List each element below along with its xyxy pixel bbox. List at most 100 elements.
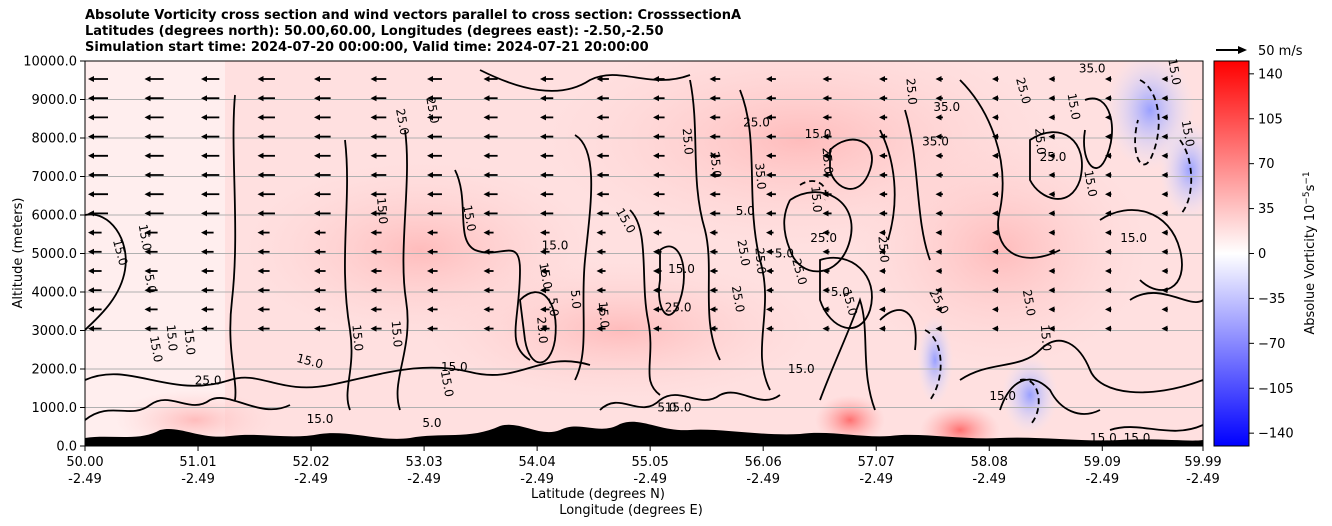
wind-vector-head — [88, 268, 94, 274]
x-axis-label-latitude: Latitude (degrees N) — [531, 487, 665, 502]
wind-vector-head — [1161, 248, 1168, 255]
wind-vector-head — [1105, 76, 1111, 82]
wind-vector-head — [201, 229, 207, 236]
vorticity-high-region — [850, 130, 1150, 370]
wind-vector-head — [992, 306, 998, 313]
contour-label: 15.0 — [840, 288, 860, 317]
wind-vector-head — [992, 76, 998, 82]
colorbar: 140 105 70 35 0 −35 −70 −105 −140 Absolue Vortic… — [1213, 60, 1318, 447]
wind-vector-head — [596, 133, 603, 140]
wind-vector-head — [1161, 229, 1168, 236]
colorbar-tick-label: −140 — [1258, 427, 1294, 442]
wind-vector-head — [427, 325, 433, 332]
contour-label: 15.0 — [596, 301, 612, 329]
contour-label: 15.0 — [349, 324, 365, 352]
contour-line — [344, 139, 353, 411]
quiver-key-label: 50 m/s — [1258, 44, 1303, 59]
wind-vector-head — [1161, 95, 1168, 102]
wind-vector-head — [879, 191, 885, 198]
wind-vector-head — [88, 210, 94, 217]
x-tick-label-longitude: -2.49 — [181, 472, 215, 487]
wind-vector-head — [427, 248, 433, 255]
wind-vector-head — [935, 287, 942, 294]
contour-line — [1083, 97, 1113, 169]
wind-vector-head — [144, 133, 151, 140]
wind-vector-head — [1048, 114, 1055, 121]
x-tick-label-longitude: -2.49 — [859, 472, 893, 487]
contour-label: 25.0 — [752, 247, 768, 275]
wind-vector-head — [822, 229, 829, 236]
wind-vector-head — [1048, 248, 1055, 255]
wind-vector-head — [1161, 268, 1168, 274]
wind-vector-head — [879, 172, 885, 178]
wind-vector-head — [144, 287, 151, 294]
colorbar-tick-label: −70 — [1258, 337, 1285, 352]
contour-line — [829, 138, 873, 190]
wind-vector-head — [88, 152, 94, 159]
wind-vector-head — [653, 114, 659, 121]
wind-vector-head — [653, 172, 659, 178]
wind-vector-head — [935, 172, 942, 178]
wind-vector-head — [483, 114, 490, 121]
wind-vector-head — [1161, 133, 1168, 140]
quiver-key: 50 m/s — [1216, 44, 1303, 59]
vorticity-contours — [85, 69, 1203, 432]
wind-vector-head — [144, 191, 151, 198]
wind-vector-head — [540, 287, 546, 294]
wind-vector-head — [144, 210, 151, 217]
wind-vector-head — [257, 306, 264, 313]
wind-vector-head — [596, 191, 603, 198]
wind-vector-head — [88, 172, 94, 178]
wind-vector-head — [540, 325, 546, 332]
wind-vector-head — [992, 133, 998, 140]
wind-vector-head — [427, 191, 433, 198]
wind-vector-head — [427, 306, 433, 313]
contour-label: 25.0 — [810, 231, 837, 245]
wind-vector-head — [766, 306, 772, 313]
wind-vector-head — [1048, 306, 1055, 313]
wind-vector-head — [314, 268, 320, 274]
wind-vector-head — [540, 114, 546, 121]
x-tick-label-latitude: 52.02 — [292, 455, 329, 470]
wind-vector-head — [709, 287, 716, 294]
contour-line — [959, 339, 1203, 394]
wind-vector-head — [822, 95, 829, 102]
wind-vector-head — [822, 287, 829, 294]
y-tick-label: 7000.0 — [32, 170, 78, 185]
x-tick-label-latitude: 53.03 — [405, 455, 442, 470]
wind-vector-head — [201, 95, 207, 102]
wind-vector-head — [709, 210, 716, 217]
wind-vector-head — [596, 229, 603, 236]
wind-vector-head — [427, 229, 433, 236]
wind-vector-head — [257, 287, 264, 294]
y-axis: 0.0 1000.0 2000.0 3000.0 4000.0 5000.0 6000.0 7… — [23, 55, 85, 455]
colorbar-tick-label: 140 — [1258, 67, 1283, 82]
wind-vector-head — [992, 191, 998, 198]
chart-title-line-2: Latitudes (degrees north): 50.00,60.00, … — [85, 24, 664, 39]
wind-vector-head — [88, 76, 94, 82]
contour-line — [574, 134, 593, 381]
y-tick-label: 1000.0 — [32, 401, 78, 416]
wind-vector-head — [483, 76, 490, 82]
x-tick-label-longitude: -2.49 — [520, 472, 554, 487]
contour-label: 15.0 — [808, 185, 824, 213]
contour-label: 15.0 — [1179, 119, 1197, 148]
wind-vector-head — [1105, 248, 1111, 255]
contour-line — [1019, 378, 1040, 426]
wind-vector-head — [314, 76, 320, 82]
contour-label: 5.0 — [546, 297, 562, 317]
y-tick-label: 8000.0 — [32, 132, 78, 147]
colorbar-ticks: 140 105 70 35 0 −35 −70 −105 −140 — [1249, 67, 1294, 442]
x-tick-label-latitude: 51.01 — [179, 455, 216, 470]
wind-vector-head — [427, 133, 433, 140]
x-axis: 50.00 -2.49 51.01 -2.49 52.02 -2.49 53.03 -2.49… — [66, 446, 1222, 487]
x-tick-label-latitude: 56.06 — [745, 455, 782, 470]
wind-vector-head — [483, 172, 490, 178]
contour-line — [999, 378, 1101, 415]
y-axis-label: Altitude (meters) — [11, 198, 26, 309]
wind-vector-head — [596, 95, 603, 102]
wind-vector-head — [1048, 287, 1055, 294]
wind-vector-head — [653, 133, 659, 140]
wind-vector-head — [822, 76, 829, 82]
wind-vector-head — [992, 152, 998, 159]
